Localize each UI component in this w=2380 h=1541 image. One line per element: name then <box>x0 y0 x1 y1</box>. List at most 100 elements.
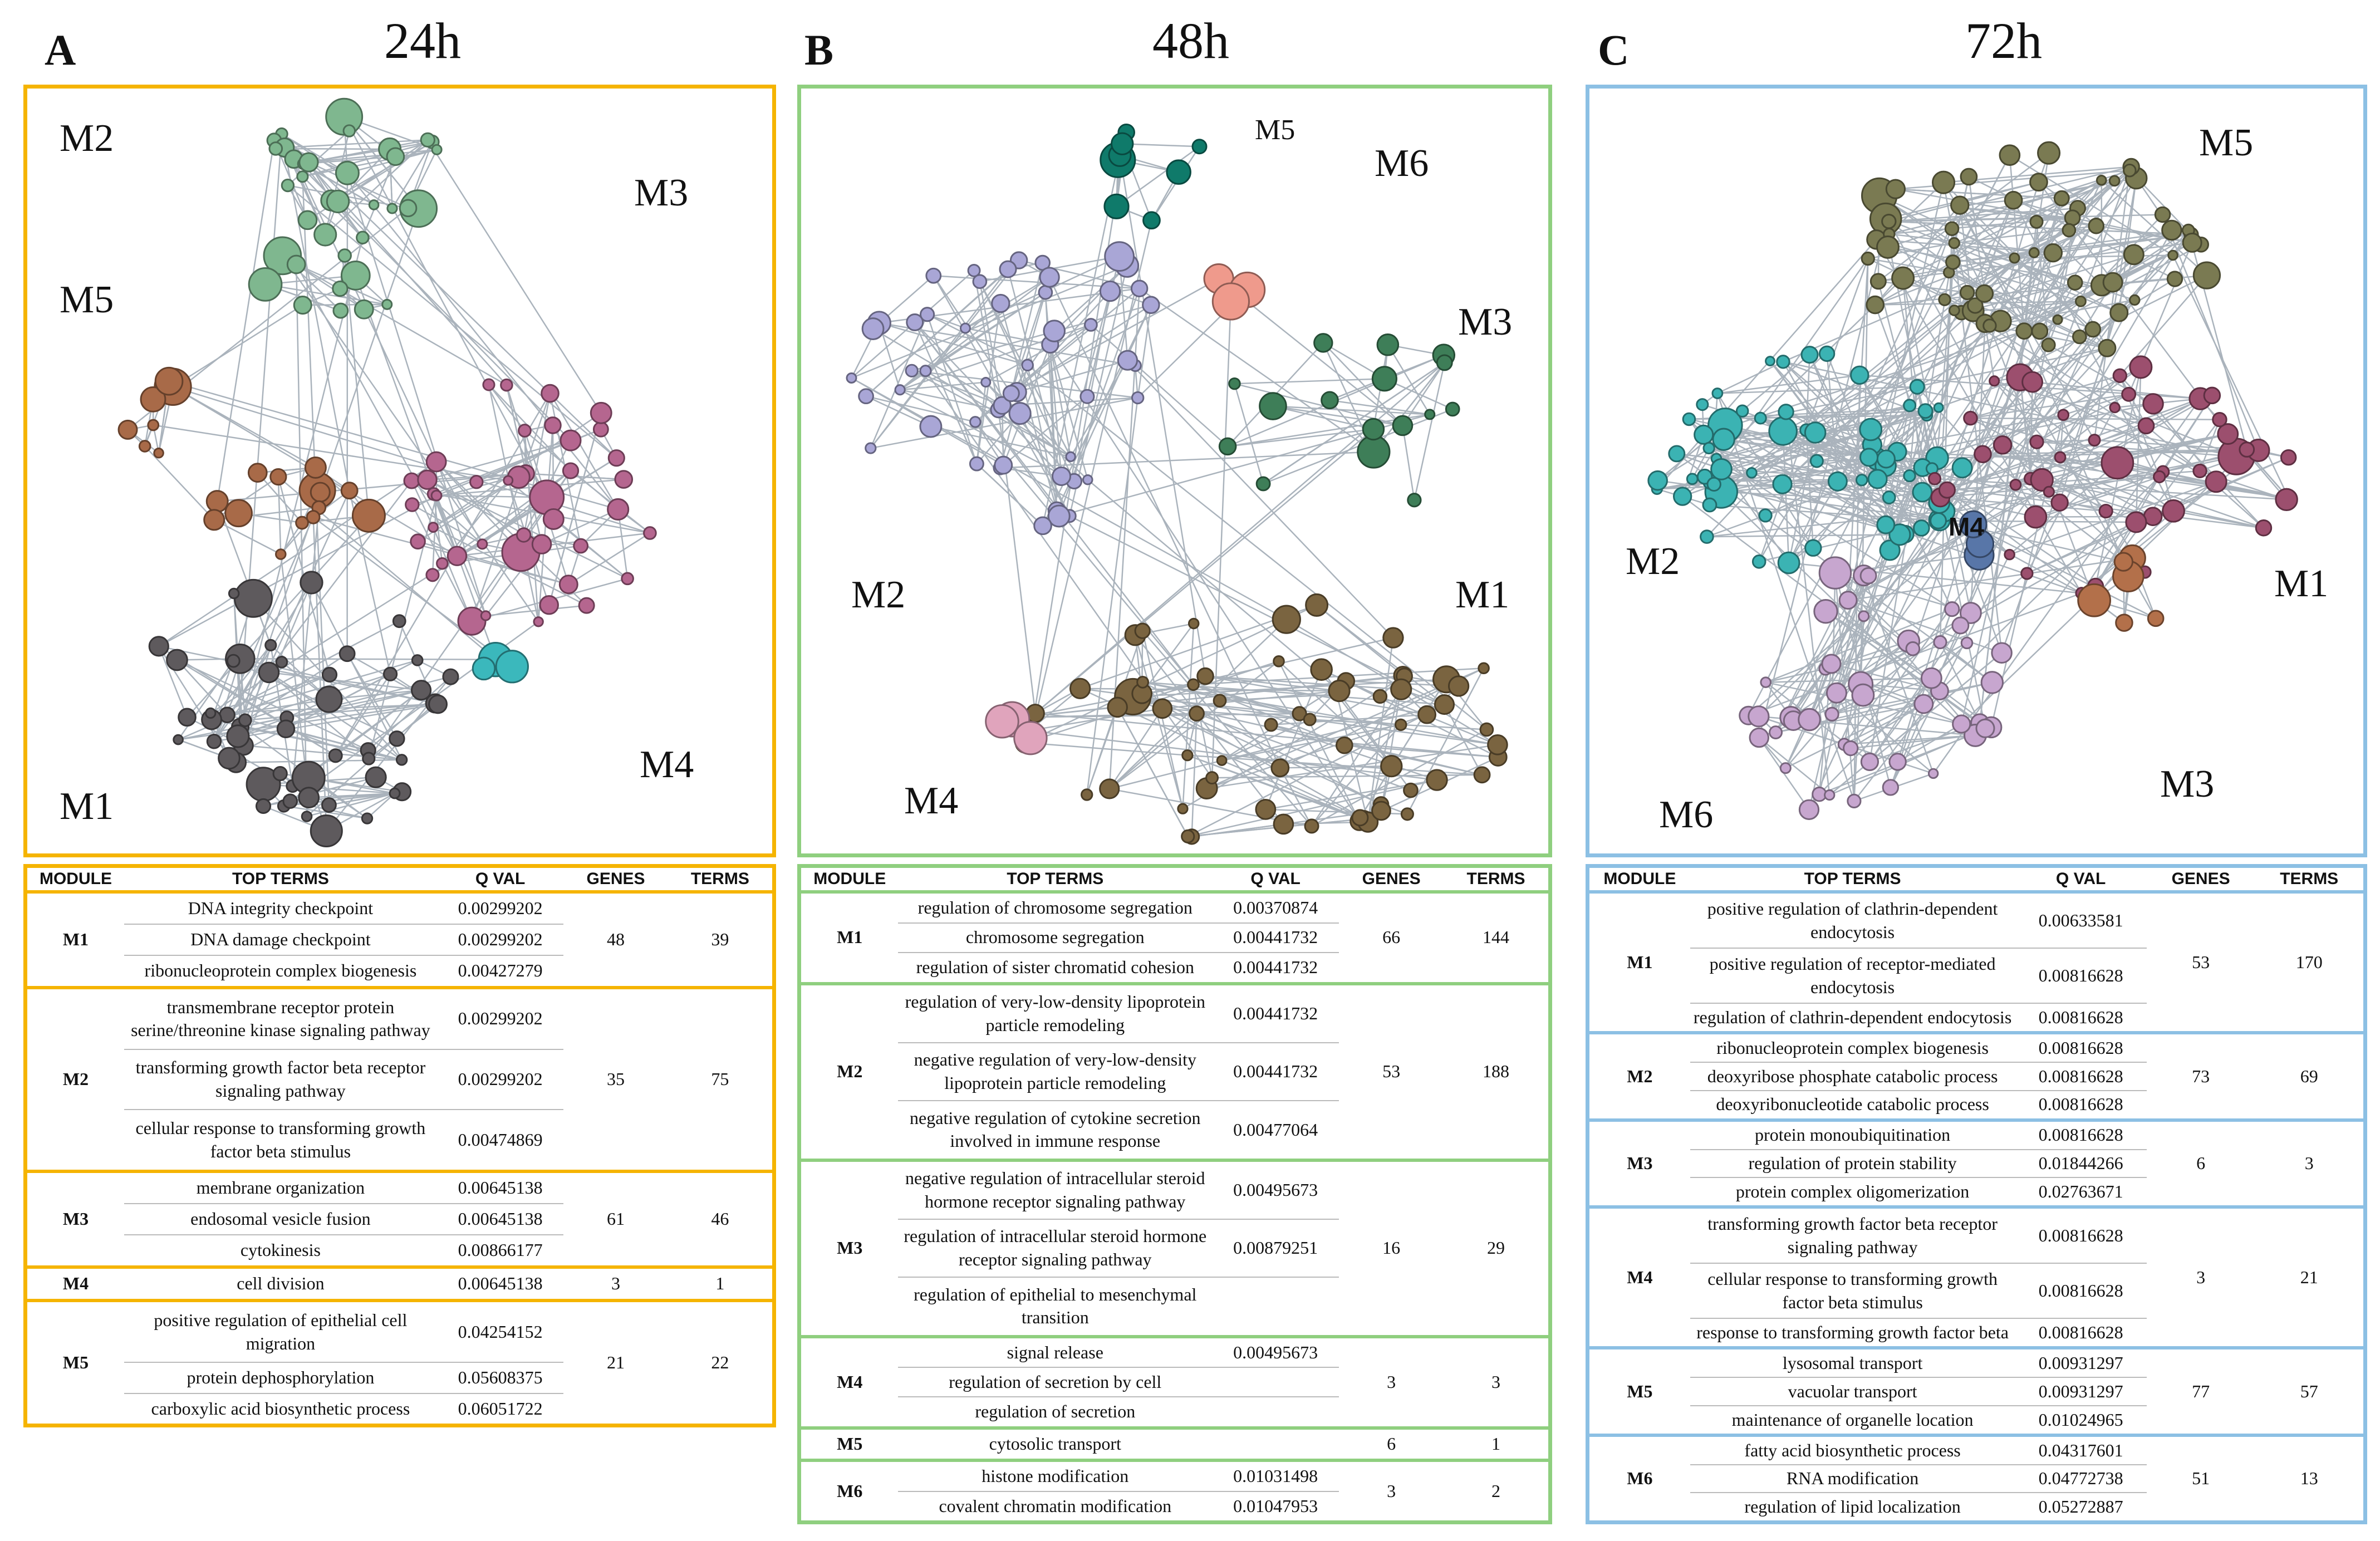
node <box>301 811 313 822</box>
node <box>1999 144 2021 166</box>
edge <box>1960 207 2073 219</box>
node <box>1843 740 1859 757</box>
node <box>1191 139 1208 155</box>
edge <box>366 793 395 819</box>
term-cell: response to transforming growth factor b… <box>1696 1322 2009 1343</box>
edge <box>257 472 303 523</box>
table-row: M1 regulation of chromosome segregation 0.… <box>801 890 1548 984</box>
qval-cell: 0.01024965 <box>2038 1409 2123 1430</box>
edge <box>1863 347 2108 617</box>
node <box>985 704 1019 739</box>
node <box>403 472 420 489</box>
edge <box>362 156 396 238</box>
edge <box>217 140 275 502</box>
edge <box>312 516 513 668</box>
genes-cell: 35 <box>563 985 668 1172</box>
node <box>399 199 418 218</box>
edge <box>302 149 437 178</box>
term-cell: carboxylic acid biosynthetic process <box>151 1398 410 1419</box>
node <box>293 296 312 315</box>
module-cell: M2 <box>1589 1031 1690 1120</box>
table-row: regulation of sister chromatid cohesion 0… <box>801 953 1548 984</box>
node <box>1103 193 1130 219</box>
edge <box>281 133 617 459</box>
edge <box>1782 483 2124 563</box>
term-cell: protein monoubiquitination <box>1690 1118 2015 1150</box>
node <box>1228 377 1241 390</box>
term-cell: cell division <box>124 1265 437 1301</box>
node <box>2015 322 2033 340</box>
table-row: transforming growth factor beta receptor… <box>27 1049 772 1111</box>
term-cell: DNA integrity checkpoint <box>124 890 437 925</box>
qval-cell: 0.00879251 <box>1212 1219 1339 1278</box>
node <box>1084 318 1098 332</box>
qval-cell: 0.02763671 <box>2038 1181 2123 1201</box>
node <box>428 522 439 533</box>
edge <box>1280 765 1392 769</box>
edge <box>144 445 215 521</box>
terms-cell: 13 <box>2255 1433 2363 1520</box>
table-row: ribonucleoprotein complex biogenesis 0.00… <box>27 955 772 988</box>
node <box>1851 683 1875 707</box>
edge <box>1860 683 1962 725</box>
node <box>1754 411 1767 425</box>
node <box>2072 329 2087 345</box>
qval-cell <box>1212 1426 1339 1461</box>
nodes <box>846 123 1508 845</box>
edge <box>1069 515 1445 705</box>
edge <box>1322 342 1404 426</box>
term-cell: positive regulation of receptor-mediated… <box>1690 948 2015 1004</box>
node <box>2030 468 2054 492</box>
node <box>431 144 443 155</box>
module-label: M4 <box>640 743 694 786</box>
node <box>335 160 360 185</box>
node <box>286 254 306 274</box>
node <box>1938 293 1951 306</box>
node <box>894 384 906 396</box>
node <box>482 378 495 391</box>
node <box>2020 567 2034 580</box>
node <box>1866 295 1885 315</box>
node <box>614 470 634 489</box>
genes-cell: 3 <box>1339 1334 1444 1429</box>
node <box>1142 296 1160 315</box>
qval-cell: 0.05608375 <box>436 1362 564 1394</box>
node <box>1804 421 1827 444</box>
node <box>442 668 459 685</box>
edge <box>488 384 539 622</box>
module-cell: M3 <box>27 1170 124 1267</box>
edge <box>1959 207 2094 330</box>
edge <box>1162 708 1310 720</box>
table-row: cellular response to transforming growth… <box>27 1110 772 1171</box>
node <box>1136 675 1150 689</box>
edge <box>1187 754 1361 819</box>
node <box>1876 515 1896 534</box>
node <box>1371 801 1391 821</box>
module-cell: M1 <box>801 890 899 984</box>
edge <box>870 268 1009 449</box>
edge <box>1000 451 1374 469</box>
edge <box>1205 675 1339 692</box>
node <box>2088 434 2101 447</box>
node <box>2115 614 2133 632</box>
edge <box>1049 344 1072 457</box>
node <box>340 482 359 500</box>
edge <box>976 463 1043 527</box>
module-cell: M6 <box>801 1459 899 1520</box>
terms-cell: 57 <box>2255 1346 2363 1435</box>
node <box>1948 237 1960 249</box>
node <box>1903 399 1917 413</box>
term-cell: regulation of intracellular steroid horm… <box>898 1219 1213 1278</box>
node <box>1196 667 1214 685</box>
node <box>905 364 919 377</box>
table-row: cellular response to transforming growth… <box>1589 1263 2363 1319</box>
node <box>1479 722 1494 737</box>
node <box>405 497 420 512</box>
term-cell: chromosome segregation <box>898 922 1213 953</box>
node <box>410 533 426 550</box>
node <box>959 322 971 334</box>
edge <box>1090 324 1228 447</box>
node <box>1945 254 1961 270</box>
edge <box>1706 514 1766 538</box>
node <box>1751 554 1766 569</box>
